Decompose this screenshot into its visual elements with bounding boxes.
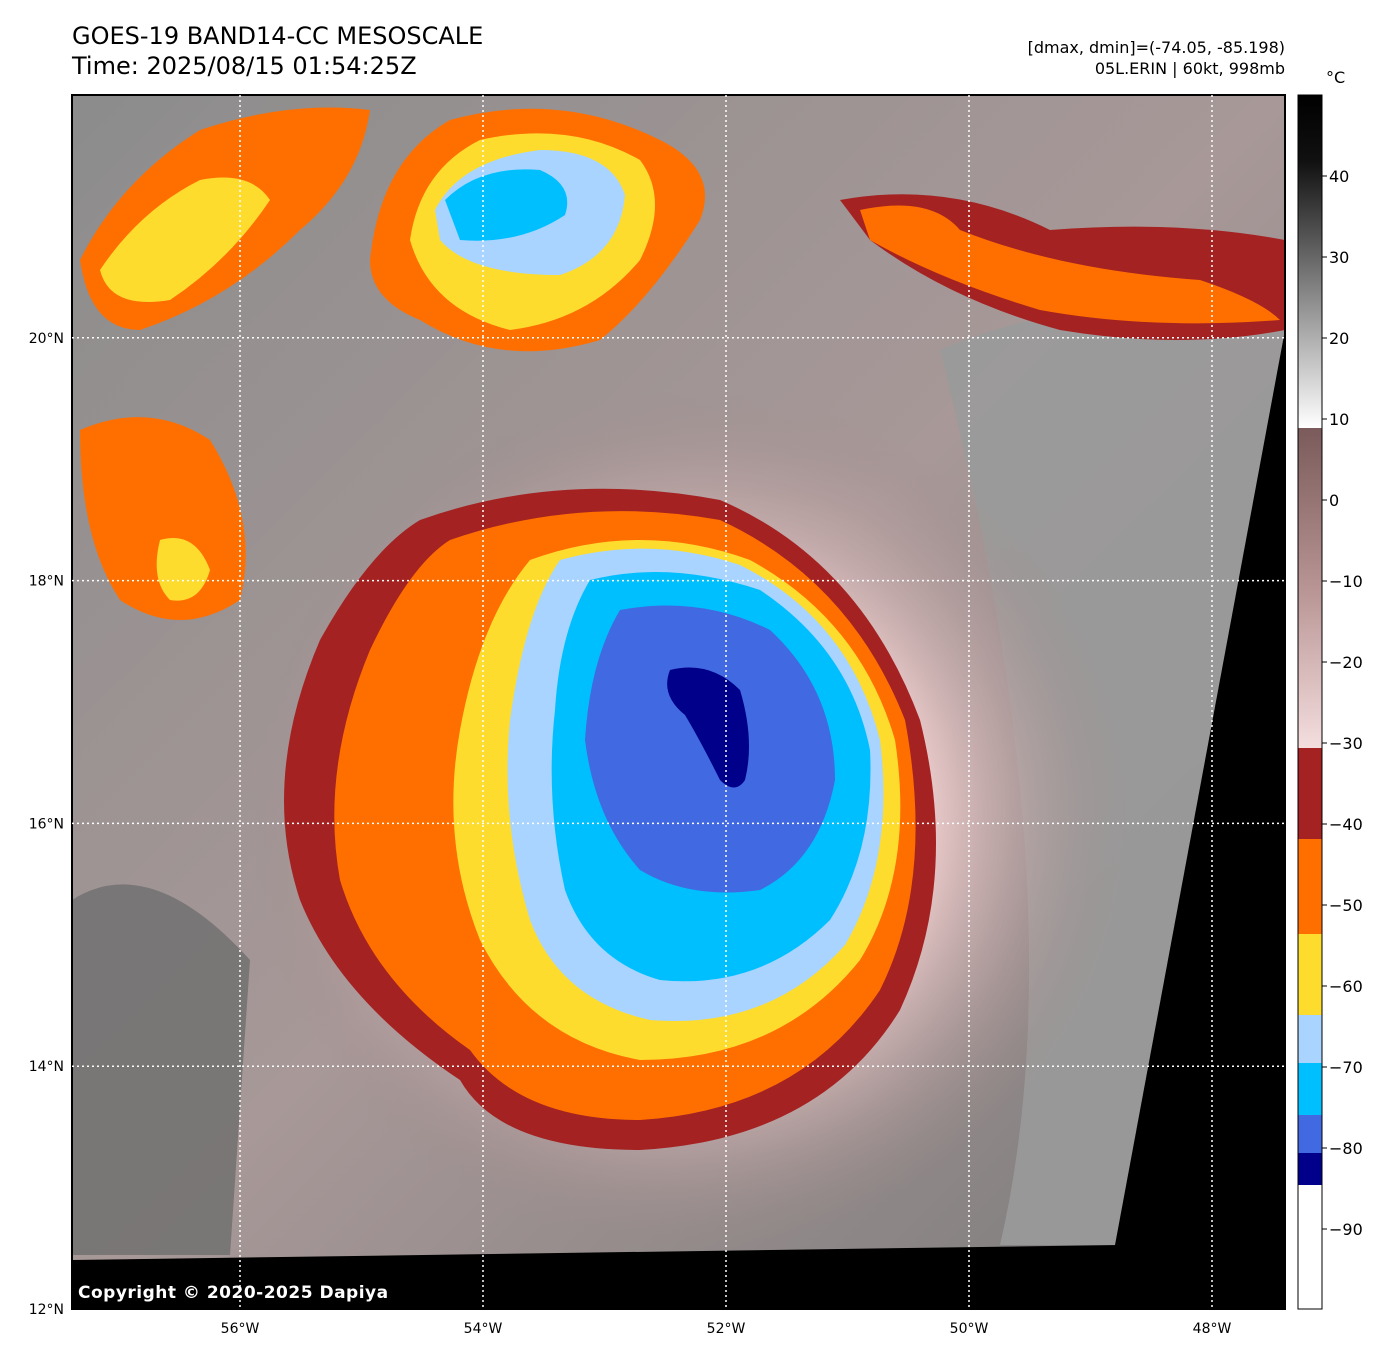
colorbar-red-segment — [1298, 748, 1322, 839]
no-data-east — [1115, 330, 1285, 1309]
lon-tick-label: 50°W — [950, 1321, 989, 1337]
lat-tick-label: 14°N — [29, 1059, 64, 1075]
colorbar-tick-label: −80 — [1329, 1139, 1363, 1158]
west-band-minus60 — [156, 538, 210, 601]
colorbar-tick-label: −20 — [1329, 653, 1363, 672]
colorbar-yellow-segment — [1298, 934, 1322, 1015]
colorbar-tick-label: 40 — [1329, 167, 1349, 186]
copyright-text: Copyright © 2020-2025 Dapiya — [78, 1283, 389, 1303]
lon-tick-label: 48°W — [1193, 1321, 1232, 1337]
colorbar-blue-segment — [1298, 1115, 1322, 1153]
clear-sky-southwest — [72, 884, 250, 1255]
product-title: GOES-19 BAND14-CC MESOSCALE — [72, 22, 484, 50]
axis-labels: 20°N 18°N 16°N 14°N 12°N 56°W 54°W 52°W 50°W 48°W — [29, 331, 1232, 1337]
colorbar-cyan-segment — [1298, 1063, 1322, 1115]
lat-tick-label: 12°N — [29, 1302, 64, 1318]
colorbar-gray-segment — [1298, 95, 1322, 428]
graticule — [72, 95, 1285, 1309]
colorbar-tick-label: −30 — [1329, 734, 1363, 753]
lat-tick-label: 16°N — [29, 816, 64, 832]
dmax-dmin-readout: [dmax, dmin]=(-74.05, -85.198) — [1027, 38, 1285, 57]
map-frame — [71, 94, 1286, 1310]
colorbar-tick-label: −40 — [1329, 815, 1363, 834]
colorbar-lightblue-segment — [1298, 1015, 1322, 1063]
colorbar-orange-segment — [1298, 839, 1322, 934]
colorbar — [1297, 94, 1323, 1310]
storm-core — [667, 667, 749, 788]
colorbar-white-segment — [1298, 1185, 1322, 1309]
northeast-band-minus50 — [860, 205, 1280, 324]
map-area — [71, 94, 1286, 1310]
colorbar-tick-label: 0 — [1329, 491, 1339, 510]
colorbar-tick-label: −60 — [1329, 977, 1363, 996]
lat-tick-label: 18°N — [29, 574, 64, 590]
colorbar-tick-label: −90 — [1329, 1220, 1363, 1239]
colorbar-navy-segment — [1298, 1153, 1322, 1185]
timestamp: Time: 2025/08/15 01:54:25Z — [72, 52, 417, 80]
no-data-south — [72, 1245, 1120, 1309]
northwest-cluster-minus60 — [100, 177, 270, 302]
colorbar-unit: °C — [1326, 68, 1346, 87]
colorbar-pink-segment — [1298, 428, 1322, 748]
colorbar-tick-label: −70 — [1329, 1058, 1363, 1077]
lon-tick-label: 56°W — [221, 1321, 260, 1337]
colorbar-tick-label: 20 — [1329, 329, 1349, 348]
lat-tick-label: 20°N — [29, 331, 64, 347]
colorbar-tick-label: 30 — [1329, 248, 1349, 267]
colorbar-tick-label: −50 — [1329, 896, 1363, 915]
lon-tick-label: 54°W — [464, 1321, 503, 1337]
storm-info: 05L.ERIN | 60kt, 998mb — [1094, 59, 1285, 78]
colorbar-tick-label: 10 — [1329, 410, 1349, 429]
north-cluster-minus75 — [445, 169, 568, 241]
lon-tick-label: 52°W — [707, 1321, 746, 1337]
colorbar-ticks: 40 30 20 10 0 −10 −20 −30 −40 −50 −60 −70 −80 −90 — [1322, 167, 1363, 1239]
colorbar-tick-label: −10 — [1329, 572, 1363, 591]
colorbar-frame — [1297, 94, 1323, 1310]
